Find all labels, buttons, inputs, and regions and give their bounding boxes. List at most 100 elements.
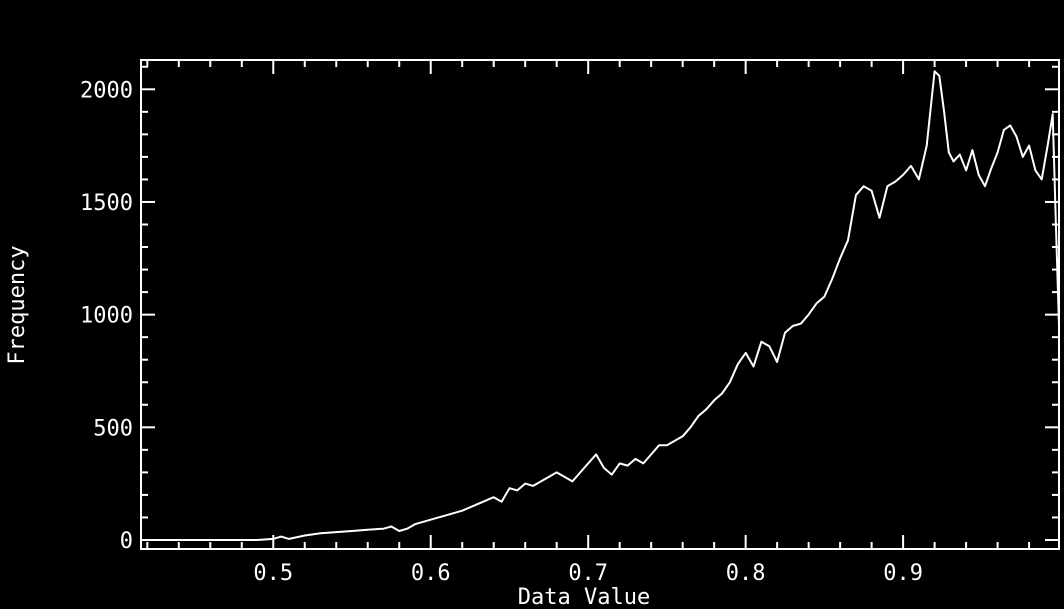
data-point (689, 426, 692, 429)
data-point (611, 473, 613, 476)
data-point (886, 185, 889, 187)
data-point (1058, 325, 1060, 327)
data-point (1028, 144, 1030, 147)
data-point (681, 435, 684, 438)
data-point (862, 185, 865, 187)
data-point (516, 489, 519, 492)
data-point (910, 165, 912, 167)
data-point (984, 185, 986, 187)
data-point (209, 539, 212, 541)
data-point (925, 144, 928, 147)
data-point (744, 352, 747, 354)
data-point (382, 527, 385, 530)
data-points-layer (140, 70, 1060, 541)
data-point (1003, 129, 1005, 131)
x-tick-label: 0.8 (726, 561, 766, 586)
data-point (952, 160, 955, 163)
y-tick-label: 1500 (80, 191, 133, 216)
data-point (776, 361, 778, 363)
data-point (280, 535, 282, 538)
data-point (288, 538, 290, 540)
tick-labels-layer: 0.5 0.6 0.7 0.8 0.9 0 500 1000 1500 2000 (80, 78, 923, 586)
data-point (524, 482, 526, 485)
data-point (319, 532, 322, 534)
data-point (990, 167, 993, 169)
data-point (650, 453, 652, 456)
data-point (540, 480, 542, 483)
data-point (831, 277, 834, 280)
y-tick-label: 0 (120, 529, 133, 554)
data-point (977, 174, 980, 176)
data-point (959, 153, 961, 156)
data-point (729, 381, 731, 384)
data-point (555, 471, 558, 474)
data-point (943, 111, 945, 113)
data-point (1051, 113, 1054, 115)
data-point (800, 322, 802, 325)
data-point (414, 523, 416, 525)
data-point (737, 363, 739, 366)
data-point (996, 151, 999, 154)
data-point (634, 458, 637, 460)
data-point (847, 239, 849, 242)
data-point (241, 539, 243, 541)
data-point (938, 75, 941, 77)
data-point (674, 440, 676, 442)
y-tick-label: 1000 (80, 304, 133, 329)
data-point (398, 530, 401, 532)
data-point (642, 462, 645, 465)
data-point (870, 189, 873, 192)
data-point (500, 500, 503, 503)
data-point (595, 453, 597, 456)
data-point (477, 503, 479, 505)
data-point (563, 476, 566, 478)
data-point (603, 467, 605, 469)
x-tick-label: 0.9 (883, 561, 923, 586)
data-point (965, 169, 967, 172)
data-point (406, 527, 408, 530)
data-point (823, 295, 826, 298)
data-point (1015, 135, 1018, 138)
data-point (1022, 156, 1024, 158)
data-point (894, 180, 896, 183)
data-point (1055, 223, 1057, 226)
data-point (1047, 142, 1049, 145)
data-point (784, 331, 786, 334)
data-point (579, 471, 582, 474)
data-point (445, 514, 448, 516)
data-point (918, 178, 920, 181)
data-point (626, 464, 629, 467)
data-point (366, 529, 369, 531)
y-axis-title: Frequency (5, 245, 30, 364)
data-point (1034, 169, 1037, 172)
data-point (878, 216, 881, 219)
data-point (760, 340, 763, 343)
data-point (461, 509, 464, 512)
data-point (705, 408, 708, 411)
data-point (933, 70, 936, 73)
data-point (839, 257, 841, 260)
data-point (178, 539, 180, 541)
data-point (721, 392, 723, 395)
data-point (587, 462, 589, 465)
x-axis-title: Data Value (518, 585, 650, 609)
data-point (792, 325, 794, 327)
x-tick-label: 0.5 (253, 561, 293, 586)
data-point (948, 151, 950, 154)
data-point (902, 174, 904, 176)
data-point (807, 313, 810, 316)
data-point (351, 530, 353, 532)
data-point (697, 415, 700, 417)
data-point (256, 539, 259, 541)
data-point (571, 480, 574, 483)
data-point (1009, 124, 1011, 127)
data-point (532, 485, 534, 487)
y-tick-label: 2000 (80, 78, 133, 103)
data-point (492, 496, 495, 499)
data-point (713, 399, 715, 402)
data-point (855, 194, 857, 196)
data-point (140, 539, 142, 541)
data-point (429, 518, 432, 521)
